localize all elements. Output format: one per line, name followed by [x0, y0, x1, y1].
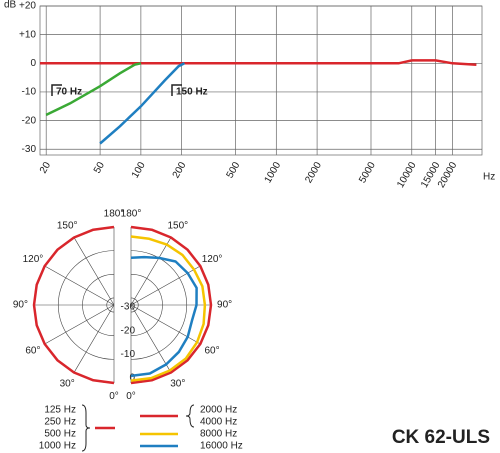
- response-line: [99, 62, 186, 145]
- legend-label: 4000 Hz: [200, 417, 237, 428]
- y-tick-label: +20: [19, 1, 36, 12]
- r-tick-label: -20: [121, 325, 136, 336]
- theta-tick-label: 30°: [60, 379, 75, 390]
- polar-line: [130, 255, 198, 378]
- x-tick-label: 200: [171, 160, 189, 180]
- polar-spoke: [73, 237, 115, 306]
- theta-tick-label: 60°: [25, 345, 40, 356]
- y-tick-label: -30: [22, 144, 37, 155]
- polar-spoke: [130, 304, 172, 373]
- polar-line: [130, 225, 213, 385]
- theta-tick-label: 120°: [23, 254, 44, 265]
- y-tick-label: 0: [30, 58, 36, 69]
- response-line: [45, 62, 142, 117]
- legend-label: 2000 Hz: [200, 405, 237, 416]
- x-tick-label: 5000: [357, 160, 378, 185]
- response-line: [40, 59, 477, 66]
- theta-tick-label: 60°: [204, 345, 219, 356]
- legend-label: 500 Hz: [44, 429, 76, 440]
- y-tick-label: -20: [22, 115, 37, 126]
- x-tick-label: 20: [38, 160, 53, 176]
- annotation: 70 Hz: [56, 87, 82, 98]
- legend-brace: [185, 404, 195, 428]
- annotation-mark: [51, 84, 62, 96]
- plot-frame: [39, 5, 483, 156]
- theta-tick-label: 0°: [109, 391, 119, 402]
- y-tick-label: +10: [19, 29, 36, 40]
- polar-spoke: [44, 304, 115, 345]
- theta-tick-label: 90°: [13, 300, 28, 311]
- legend-brace: [81, 404, 91, 452]
- legend-label: 16000 Hz: [200, 441, 243, 452]
- polar-spoke: [130, 265, 201, 306]
- legend-label: 1000 Hz: [39, 441, 76, 452]
- r-tick-label: 0: [129, 373, 135, 384]
- x-tick-label: 10000: [395, 160, 419, 190]
- r-tick-label: -10: [121, 349, 136, 360]
- theta-tick-label: 150°: [57, 221, 78, 232]
- y-tick-label: -10: [22, 87, 37, 98]
- theta-tick-label: 150°: [167, 221, 188, 232]
- r-tick-label: -30: [121, 302, 136, 313]
- legend-label: 8000 Hz: [200, 429, 237, 440]
- x-tick-label: 50: [92, 160, 107, 176]
- theta-tick-label: 0°: [126, 391, 136, 402]
- polar-spoke: [73, 304, 115, 373]
- x-tick-label: 2000: [303, 160, 324, 185]
- polar-spoke: [130, 237, 172, 306]
- theta-tick-label: 120°: [202, 254, 223, 265]
- x-tick-label: 100: [130, 160, 148, 180]
- model-name: CK 62-ULS: [392, 427, 490, 448]
- x-axis-label: Hz: [483, 172, 495, 183]
- legend-label: 125 Hz: [44, 405, 76, 416]
- polar-line: [130, 235, 207, 382]
- polar-spoke: [44, 265, 115, 306]
- y-axis-label: dB: [4, 0, 17, 11]
- annotation-mark: [171, 84, 182, 96]
- theta-tick-label: 90°: [217, 300, 232, 311]
- theta-tick-label: 30°: [170, 379, 185, 390]
- x-tick-label: 500: [225, 160, 243, 180]
- annotation: 150 Hz: [176, 87, 208, 98]
- polar-line: [32, 225, 115, 385]
- x-tick-label: 1000: [263, 160, 284, 185]
- theta-tick-label: 180°: [104, 208, 125, 219]
- legend-label: 250 Hz: [44, 417, 76, 428]
- theta-tick-label: 180°: [121, 208, 142, 219]
